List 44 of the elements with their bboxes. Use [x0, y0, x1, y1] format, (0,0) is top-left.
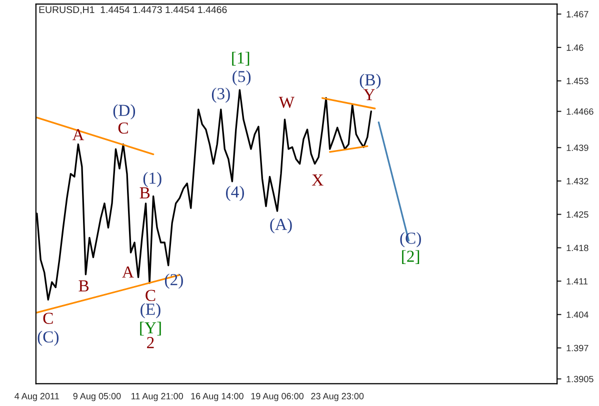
annotation: (5)	[232, 70, 251, 86]
annotation: B	[78, 280, 89, 292]
annotation: (E)	[140, 303, 160, 318]
annotation: Y	[363, 89, 375, 100]
annotation: C	[43, 312, 53, 324]
annotation: (2)	[164, 274, 183, 289]
y-tick-label: 1.439	[566, 144, 588, 151]
x-tick-label: 4 Aug 2011	[14, 392, 59, 402]
y-tick-label: 1.418	[566, 244, 588, 252]
annotation: X	[312, 174, 324, 186]
x-tick-label: 23 Aug 23:00	[311, 392, 364, 402]
chart-title: EURUSD,H1 1.4454 1.4473 1.4454 1.4466	[39, 6, 227, 14]
y-tick-label: 1.467	[566, 11, 588, 18]
annotation: [2]	[402, 250, 420, 264]
y-tick-label: 1.3905	[566, 376, 594, 382]
annotation: C	[146, 290, 156, 302]
y-tick-label: 1.432	[566, 178, 588, 184]
annotation: (D)	[113, 104, 136, 120]
y-tick-label: 1.425	[566, 211, 588, 218]
annotation: [Y]	[140, 322, 161, 336]
annotation: A	[122, 266, 134, 278]
annotation: C	[118, 122, 128, 134]
annotation: A	[72, 129, 84, 140]
annotation: (1)	[143, 172, 162, 188]
y-tick-label: 1.404	[566, 311, 588, 318]
y-tick-label: 1.46	[566, 44, 584, 51]
annotation: 2	[147, 337, 154, 348]
y-tick-label: 1.397	[566, 344, 588, 352]
x-tick-label: 16 Aug 14:00	[191, 392, 244, 402]
annotation: (C)	[400, 232, 421, 248]
x-tick-label: 9 Aug 05:00	[73, 392, 121, 402]
y-tick-label: 1.453	[566, 78, 588, 84]
annotation: B	[140, 187, 150, 198]
y-tick-label: 1.4466	[566, 108, 594, 115]
x-tick-label: 11 Aug 21:00	[131, 392, 183, 402]
annotation: (3)	[212, 88, 230, 103]
y-tick-label: 1.411	[566, 278, 588, 284]
annotation: (4)	[226, 186, 244, 201]
annotation: (A)	[270, 218, 292, 234]
annotation: (C)	[38, 330, 59, 346]
annotation: [1]	[232, 52, 250, 66]
annotation: W	[278, 96, 294, 108]
x-tick-label: 19 Aug 06:00	[251, 392, 304, 402]
annotation: (B)	[360, 74, 381, 89]
